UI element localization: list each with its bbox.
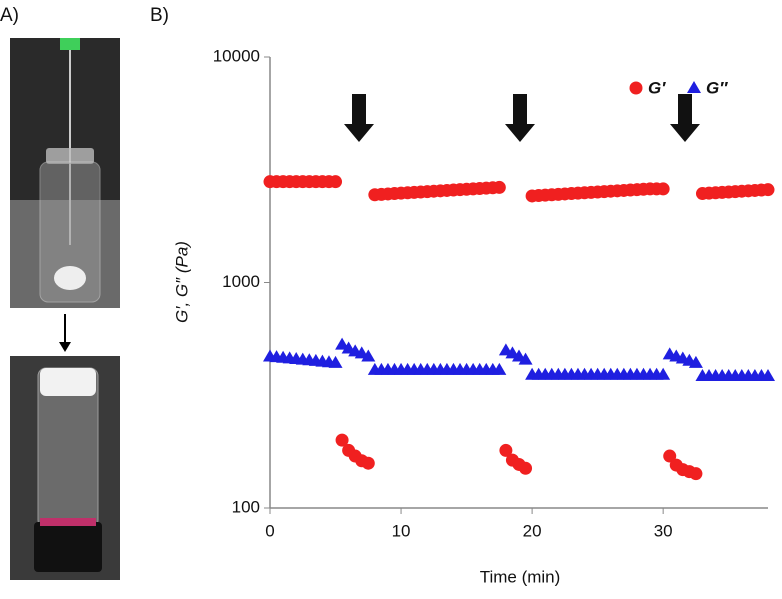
data-point bbox=[656, 182, 670, 196]
data-point bbox=[335, 337, 350, 350]
data-point bbox=[361, 456, 375, 470]
data-point bbox=[761, 368, 775, 381]
x-tick-label: 30 bbox=[654, 521, 673, 540]
y-tick-label: 1000 bbox=[222, 272, 260, 291]
data-point bbox=[335, 433, 349, 447]
data-point bbox=[361, 349, 376, 362]
photo bbox=[10, 38, 120, 308]
legend-label: G′ bbox=[648, 78, 666, 97]
x-tick-label: 0 bbox=[265, 521, 274, 540]
y-tick-label: 100 bbox=[232, 497, 260, 516]
data-point bbox=[499, 443, 513, 457]
data-point bbox=[663, 449, 677, 463]
panel-label: B) bbox=[150, 5, 169, 26]
legend-label: G″ bbox=[706, 78, 728, 97]
x-tick-label: 10 bbox=[392, 521, 411, 540]
arrow-head bbox=[59, 342, 71, 352]
legend-marker bbox=[629, 81, 643, 95]
legend-marker bbox=[687, 81, 701, 93]
x-axis-label: Time (min) bbox=[480, 567, 561, 586]
data-point bbox=[656, 367, 671, 380]
data-point bbox=[761, 183, 775, 197]
panel-label: A) bbox=[0, 5, 19, 26]
y-axis-label: G′, G″ (Pa) bbox=[172, 241, 191, 323]
data-point bbox=[492, 362, 507, 375]
data-point bbox=[689, 467, 703, 481]
data-point bbox=[492, 180, 506, 194]
data-point bbox=[518, 352, 533, 365]
data-point bbox=[688, 355, 703, 368]
data-point bbox=[519, 461, 533, 475]
data-point bbox=[329, 175, 343, 189]
y-tick-label: 10000 bbox=[213, 46, 260, 65]
data-point bbox=[328, 355, 343, 368]
event-arrow bbox=[344, 94, 700, 142]
photo bbox=[10, 356, 120, 580]
x-tick-label: 20 bbox=[523, 521, 542, 540]
